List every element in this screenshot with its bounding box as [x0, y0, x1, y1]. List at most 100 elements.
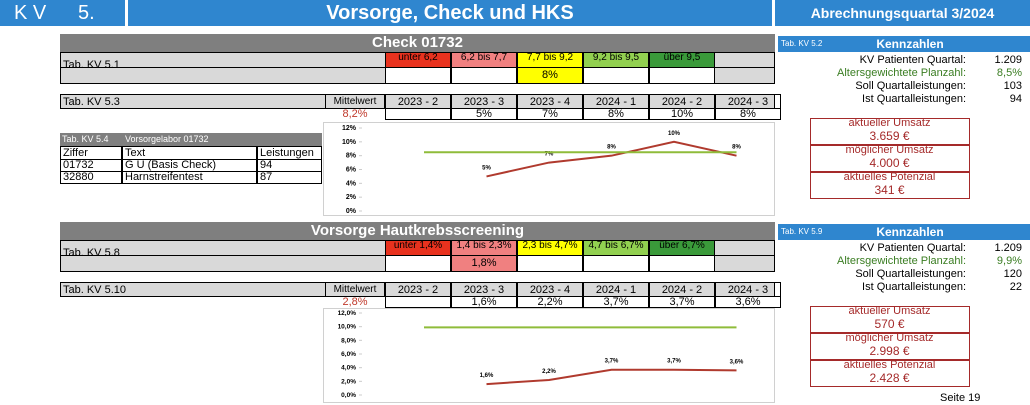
mean-label: Mittelwert [325, 282, 385, 297]
money-label: aktuelles Potenzial [843, 359, 936, 371]
kennzahl-label: Ist Quartalleistungen: [862, 281, 966, 293]
quarter-header: 2024 - 1 [583, 282, 649, 297]
quarter-header: 2023 - 4 [517, 94, 583, 109]
mark-cell [649, 68, 715, 84]
y-tick-label: 4% [346, 180, 357, 187]
y-tick-label: 12,0% [338, 310, 357, 317]
data-label: 8% [607, 145, 616, 151]
quarter-header: 2024 - 3 [715, 282, 781, 297]
range-cell: 9,2 bis 9,5 [583, 52, 649, 68]
mark-cell [451, 68, 517, 84]
section-title: Vorsorge Hautkrebsscreening [60, 222, 775, 240]
y-tick-label: 0% [346, 208, 357, 215]
money-value: 341 € [874, 183, 905, 197]
quarter-header: 2023 - 2 [385, 282, 451, 297]
mark-cell [385, 68, 451, 84]
range-label: Tab. KV 5.8 [63, 247, 120, 259]
data-label: 3,6% [730, 359, 744, 365]
kennzahl-label: Ist Quartalleistungen: [862, 93, 966, 105]
data-label: 1,6% [480, 373, 494, 379]
y-tick-label: 2% [346, 194, 357, 201]
quarter-value: 7% [517, 109, 583, 120]
trend-label: Tab. KV 5.10 [63, 284, 126, 296]
money-value: 3.659 € [869, 129, 910, 143]
kennzahl-label: KV Patienten Quartal: [859, 242, 966, 254]
mark-cell [649, 256, 715, 272]
y-tick-label: 0,0% [341, 392, 356, 399]
mean-label: Mittelwert [325, 94, 385, 109]
chart: 0,0% 2,0% 4,0% 6,0% 8,0% 10,0% 12,0% 1,6% 2,2% 3,… [323, 308, 775, 403]
y-tick-label: 8,0% [341, 337, 356, 344]
range-cell: unter 6,2 [385, 52, 451, 68]
y-tick-label: 6% [346, 167, 357, 174]
header-title: Vorsorge, Check und HKS [128, 0, 772, 26]
money-box: möglicher Umsatz 4.000 € [810, 144, 970, 172]
quarter-value: 8% [583, 109, 649, 120]
money-value: 4.000 € [869, 156, 910, 170]
kennzahl-value: 120 [1003, 268, 1022, 280]
line-series [486, 140, 737, 178]
y-tick-label: 12% [342, 125, 357, 132]
lab-cell: 01732 [60, 160, 122, 172]
y-tick-label: 2,0% [341, 378, 356, 385]
quarter-header: 2024 - 1 [583, 94, 649, 109]
lab-column: Text [122, 146, 257, 160]
quarter-header: 2023 - 4 [517, 282, 583, 297]
kennzahl-value: 1.209 [994, 242, 1022, 254]
footer-page: Seite 19 [940, 392, 981, 404]
kennzahlen-title: Kennzahlen [876, 37, 944, 51]
data-label: 8% [732, 145, 741, 151]
lab-cell: 87 [257, 172, 322, 184]
quarter-value: 8% [715, 109, 781, 120]
lab-cell: G U (Basis Check) [122, 160, 257, 172]
mean-value: 2,8% [342, 296, 368, 308]
money-label: aktueller Umsatz [848, 305, 931, 317]
money-value: 570 € [874, 317, 905, 331]
quarter-value: 3,7% [649, 297, 715, 308]
kennzahl-value: 9,9% [996, 255, 1022, 267]
quarter-value [385, 297, 451, 308]
header-quarter: Abrechnungsquartal 3/2024 [775, 0, 1030, 26]
quarter-header: 2024 - 3 [715, 94, 781, 109]
quarter-header: 2023 - 3 [451, 94, 517, 109]
mark-cell [583, 256, 649, 272]
money-box: aktuelles Potenzial 2.428 € [810, 359, 970, 387]
quarter-header: 2023 - 2 [385, 94, 451, 109]
mark-cell: 1,8% [451, 256, 517, 272]
kennzahl-value: 94 [1009, 93, 1022, 105]
data-label: 7% [545, 152, 554, 158]
kennzahl-value: 103 [1003, 80, 1022, 92]
quarter-value: 3,6% [715, 297, 781, 308]
header-number: 5. [78, 2, 95, 24]
chart: 0% 2% 4% 6% 8% 10% 12% 5% 7% 8% 10% 8% [323, 122, 775, 216]
data-label: 3,7% [605, 359, 619, 365]
kennzahlen-title: Kennzahlen [876, 225, 944, 239]
section-title: Check 01732 [60, 34, 775, 52]
quarter-value: 1,6% [451, 297, 517, 308]
range-label: Tab. KV 5.1 [63, 59, 120, 71]
kennzahlen-label: Tab. KV 5.2 [781, 39, 823, 48]
y-tick-label: 6,0% [341, 351, 356, 358]
line-series [486, 368, 737, 386]
kennzahl-value: 1.209 [994, 54, 1022, 66]
header-box [0, 0, 125, 26]
data-label: 3,7% [667, 359, 681, 365]
money-value: 2.428 € [869, 371, 910, 385]
lab-cell: 32880 [60, 172, 122, 184]
range-cell: 2,3 bis 4,7% [517, 240, 583, 256]
quarter-header: 2024 - 2 [649, 282, 715, 297]
lab-caption-bg [60, 133, 322, 146]
money-label: aktuelles Potenzial [843, 171, 936, 183]
range-cell: 1,4 bis 2,3% [451, 240, 517, 256]
money-label: möglicher Umsatz [845, 144, 934, 156]
lab-cell: 94 [257, 160, 322, 172]
lab-column: Ziffer [60, 146, 122, 160]
data-label: 10% [668, 131, 681, 137]
range-cell: 4,7 bis 6,7% [583, 240, 649, 256]
kennzahlen-bar [778, 224, 1030, 240]
data-label: 2,2% [542, 369, 556, 375]
range-cell: über 9,5 [649, 52, 715, 68]
kennzahl-label: Soll Quartalleistungen: [855, 80, 966, 92]
quarter-value: 10% [649, 109, 715, 120]
